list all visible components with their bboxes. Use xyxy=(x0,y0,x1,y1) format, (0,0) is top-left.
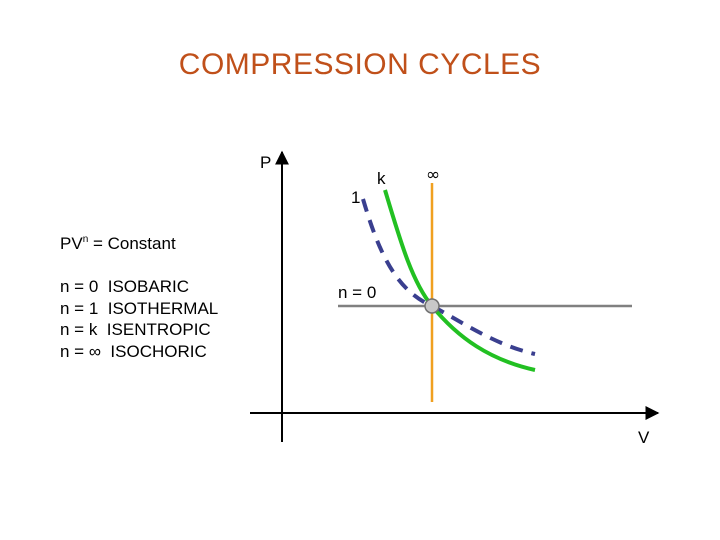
polytropic-equation: PVn = Constant xyxy=(60,234,176,253)
equation-exponent: n xyxy=(82,234,89,245)
isochoric-label: ∞ xyxy=(426,165,440,185)
legend-n: n = 0 xyxy=(60,277,99,296)
equation-base: PV xyxy=(60,234,83,253)
legend-process: ISOTHERMAL xyxy=(107,299,219,318)
state-point xyxy=(424,298,440,314)
slide-title: COMPRESSION CYCLES xyxy=(178,48,542,81)
legend-item-isothermal: n = 1 ISOTHERMAL xyxy=(60,300,218,317)
legend-process: ISENTROPIC xyxy=(106,320,211,339)
legend-n: n = 1 xyxy=(60,299,99,318)
equation-rest: = Constant xyxy=(88,234,176,253)
legend-n: n = ∞ xyxy=(60,342,101,361)
y-axis-label: P xyxy=(260,153,271,172)
legend-item-isentropic: n = k ISENTROPIC xyxy=(60,321,211,338)
legend-process: ISOBARIC xyxy=(107,277,189,296)
isothermal-label: 1 xyxy=(351,188,360,207)
legend-item-isochoric: n = ∞ ISOCHORIC xyxy=(60,343,207,360)
legend-item-isobaric: n = 0 ISOBARIC xyxy=(60,278,189,295)
isothermal-curve xyxy=(361,198,536,356)
isobaric-label: n = 0 xyxy=(338,283,376,302)
isentropic-curve xyxy=(383,189,536,372)
legend-n: n = k xyxy=(60,320,98,339)
legend-process: ISOCHORIC xyxy=(110,342,207,361)
x-axis-label: V xyxy=(638,428,650,447)
isentropic-label: k xyxy=(377,169,386,188)
